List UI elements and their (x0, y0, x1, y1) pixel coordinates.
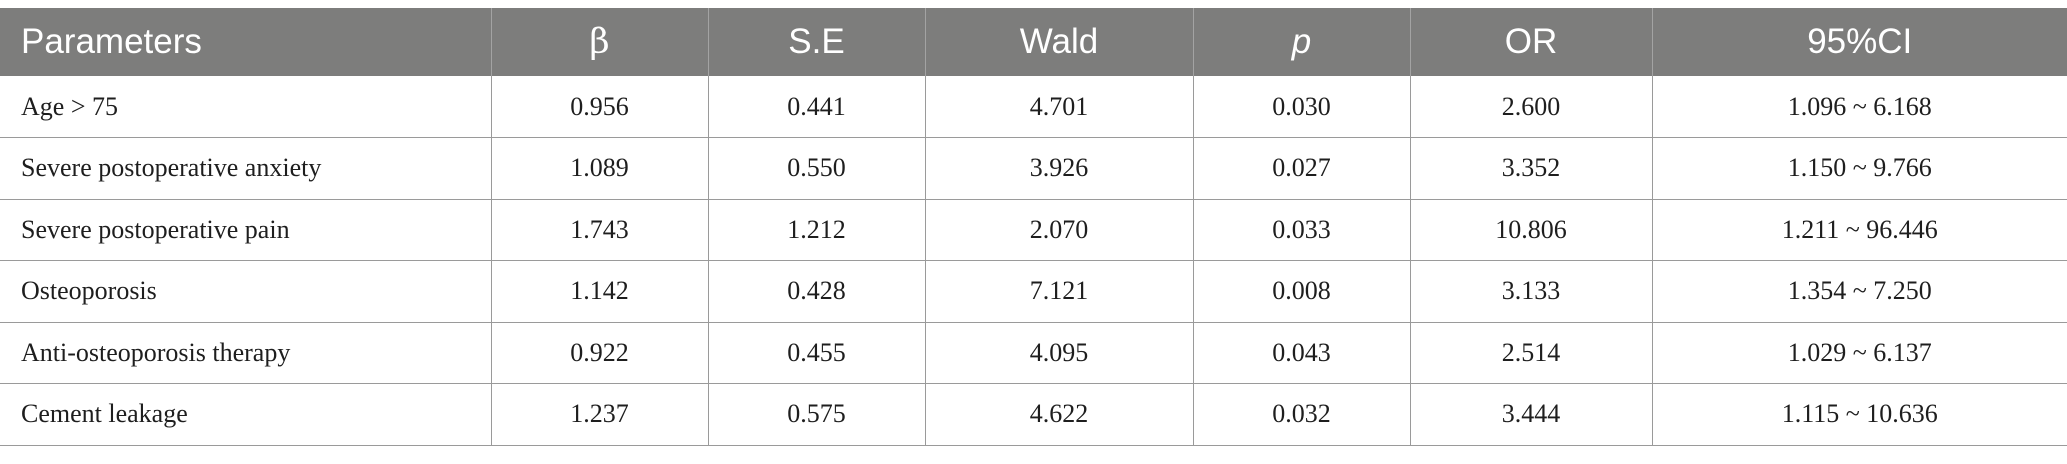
cell-beta: 1.743 (490, 199, 708, 261)
cell-or: 2.600 (1409, 76, 1652, 138)
header-p: p (1192, 8, 1410, 76)
cell-p: 0.030 (1192, 76, 1410, 138)
cell-or: 3.133 (1409, 260, 1652, 323)
cell-parameter: Cement leakage (0, 383, 491, 446)
cell-parameter: Age > 75 (0, 76, 491, 138)
table-row: Anti-osteoporosis therapy 0.922 0.455 4.095… (0, 322, 2067, 384)
cell-p: 0.033 (1192, 199, 1410, 261)
cell-parameter: Anti-osteoporosis therapy (0, 322, 491, 384)
table-row: Age > 75 0.956 0.441 4.701 0.030 2.600 1.096 ~… (0, 76, 2067, 138)
cell-beta: 0.956 (490, 76, 708, 138)
cell-p: 0.043 (1192, 322, 1410, 384)
table-row: Severe postoperative anxiety 1.089 0.550 3.… (0, 137, 2067, 200)
cell-ci: 1.354 ~ 7.250 (1651, 260, 2067, 323)
regression-table: Parameters β S.E Wald p OR 95%CI Age > 7… (0, 8, 2067, 446)
cell-wald: 2.070 (924, 199, 1193, 261)
cell-parameter: Severe postoperative anxiety (0, 137, 491, 200)
cell-wald: 7.121 (924, 260, 1193, 323)
table-row: Cement leakage 1.237 0.575 4.622 0.032 3.444 1… (0, 383, 2067, 446)
table-header-row: Parameters β S.E Wald p OR 95%CI (0, 8, 2067, 76)
cell-or: 3.444 (1409, 383, 1652, 446)
cell-wald: 4.701 (924, 76, 1193, 138)
cell-ci: 1.096 ~ 6.168 (1651, 76, 2067, 138)
cell-or: 3.352 (1409, 137, 1652, 200)
cell-se: 1.212 (707, 199, 925, 261)
cell-ci: 1.211 ~ 96.446 (1651, 199, 2067, 261)
cell-or: 2.514 (1409, 322, 1652, 384)
header-beta: β (490, 8, 708, 76)
cell-beta: 1.237 (490, 383, 708, 446)
cell-parameter: Osteoporosis (0, 260, 491, 323)
cell-p: 0.027 (1192, 137, 1410, 200)
cell-wald: 4.095 (924, 322, 1193, 384)
cell-ci: 1.115 ~ 10.636 (1651, 383, 2067, 446)
header-se: S.E (707, 8, 925, 76)
regression-table-container: Parameters β S.E Wald p OR 95%CI Age > 7… (0, 8, 2067, 446)
cell-or: 10.806 (1409, 199, 1652, 261)
cell-se: 0.455 (707, 322, 925, 384)
cell-p: 0.008 (1192, 260, 1410, 323)
cell-beta: 1.142 (490, 260, 708, 323)
header-parameters: Parameters (21, 22, 202, 61)
cell-se: 0.441 (707, 76, 925, 138)
cell-p: 0.032 (1192, 383, 1410, 446)
cell-se: 0.575 (707, 383, 925, 446)
cell-wald: 4.622 (924, 383, 1193, 446)
cell-se: 0.550 (707, 137, 925, 200)
cell-ci: 1.150 ~ 9.766 (1651, 137, 2067, 200)
cell-ci: 1.029 ~ 6.137 (1651, 322, 2067, 384)
cell-beta: 0.922 (490, 322, 708, 384)
cell-parameter: Severe postoperative pain (0, 199, 491, 261)
cell-se: 0.428 (707, 260, 925, 323)
table-row: Severe postoperative pain 1.743 1.212 2.070… (0, 199, 2067, 261)
header-wald: Wald (924, 8, 1193, 76)
cell-wald: 3.926 (924, 137, 1193, 200)
header-ci: 95%CI (1651, 8, 2067, 76)
header-or: OR (1409, 8, 1652, 76)
table-row: Osteoporosis 1.142 0.428 7.121 0.008 3.133 1.3… (0, 260, 2067, 323)
cell-beta: 1.089 (490, 137, 708, 200)
